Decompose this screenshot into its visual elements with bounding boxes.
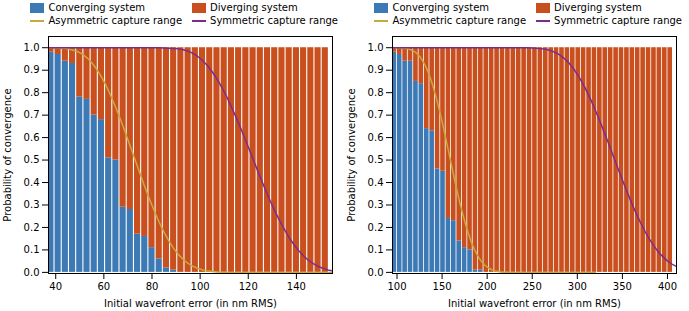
svg-text:60: 60 <box>97 281 110 292</box>
svg-text:0.7: 0.7 <box>24 109 40 120</box>
svg-text:0.5: 0.5 <box>24 154 40 165</box>
svg-text:1.0: 1.0 <box>24 42 40 53</box>
svg-text:0.0: 0.0 <box>24 267 40 278</box>
svg-text:140: 140 <box>287 281 306 292</box>
svg-text:0.3: 0.3 <box>24 199 40 210</box>
html-text:Converging system: Converging system <box>392 2 489 13</box>
svg-text:0.1: 0.1 <box>368 244 384 255</box>
svg-text:300: 300 <box>568 281 587 292</box>
svg-text:100: 100 <box>387 281 406 292</box>
svg-text:Initial wavefront error (in nm: Initial wavefront error (in nm RMS) <box>448 298 621 309</box>
svg-text:120: 120 <box>239 281 258 292</box>
svg-text:0.0: 0.0 <box>368 267 384 278</box>
svg-text:150: 150 <box>433 281 452 292</box>
html-text:Asymmetric capture range: Asymmetric capture range <box>392 15 527 26</box>
svg-text:0.6: 0.6 <box>24 132 40 143</box>
html-text:Symmetric capture range: Symmetric capture range <box>554 15 682 26</box>
svg-text:0.9: 0.9 <box>368 64 384 75</box>
svg-text:100: 100 <box>191 281 210 292</box>
svg-text:0.8: 0.8 <box>368 87 384 98</box>
svg-text:Probability of convergence: Probability of convergence <box>2 88 13 221</box>
svg-text:0.2: 0.2 <box>368 222 384 233</box>
svg-text:400: 400 <box>658 281 677 292</box>
html-text:Diverging system: Diverging system <box>554 2 642 13</box>
svg-text:0.9: 0.9 <box>24 64 40 75</box>
svg-text:0.1: 0.1 <box>24 244 40 255</box>
svg-text:40: 40 <box>49 281 62 292</box>
svg-text:80: 80 <box>146 281 159 292</box>
svg-text:0.4: 0.4 <box>24 177 40 188</box>
svg-text:0.8: 0.8 <box>24 87 40 98</box>
html-text:Diverging system: Diverging system <box>210 2 298 13</box>
html-text:Converging system: Converging system <box>48 2 145 13</box>
svg-text:250: 250 <box>523 281 542 292</box>
html-text:Asymmetric capture range: Asymmetric capture range <box>48 15 183 26</box>
svg-text:200: 200 <box>478 281 497 292</box>
svg-text:1.0: 1.0 <box>368 42 384 53</box>
svg-text:Initial wavefront error (in nm: Initial wavefront error (in nm RMS) <box>104 298 277 309</box>
html-text:Symmetric capture range: Symmetric capture range <box>210 15 338 26</box>
svg-text:0.7: 0.7 <box>368 109 384 120</box>
svg-text:0.2: 0.2 <box>24 222 40 233</box>
svg-text:0.3: 0.3 <box>368 199 384 210</box>
svg-text:0.5: 0.5 <box>368 154 384 165</box>
svg-text:0.6: 0.6 <box>368 132 384 143</box>
svg-text:350: 350 <box>613 281 632 292</box>
svg-text:0.4: 0.4 <box>368 177 384 188</box>
svg-text:Probability of convergence: Probability of convergence <box>346 88 357 221</box>
